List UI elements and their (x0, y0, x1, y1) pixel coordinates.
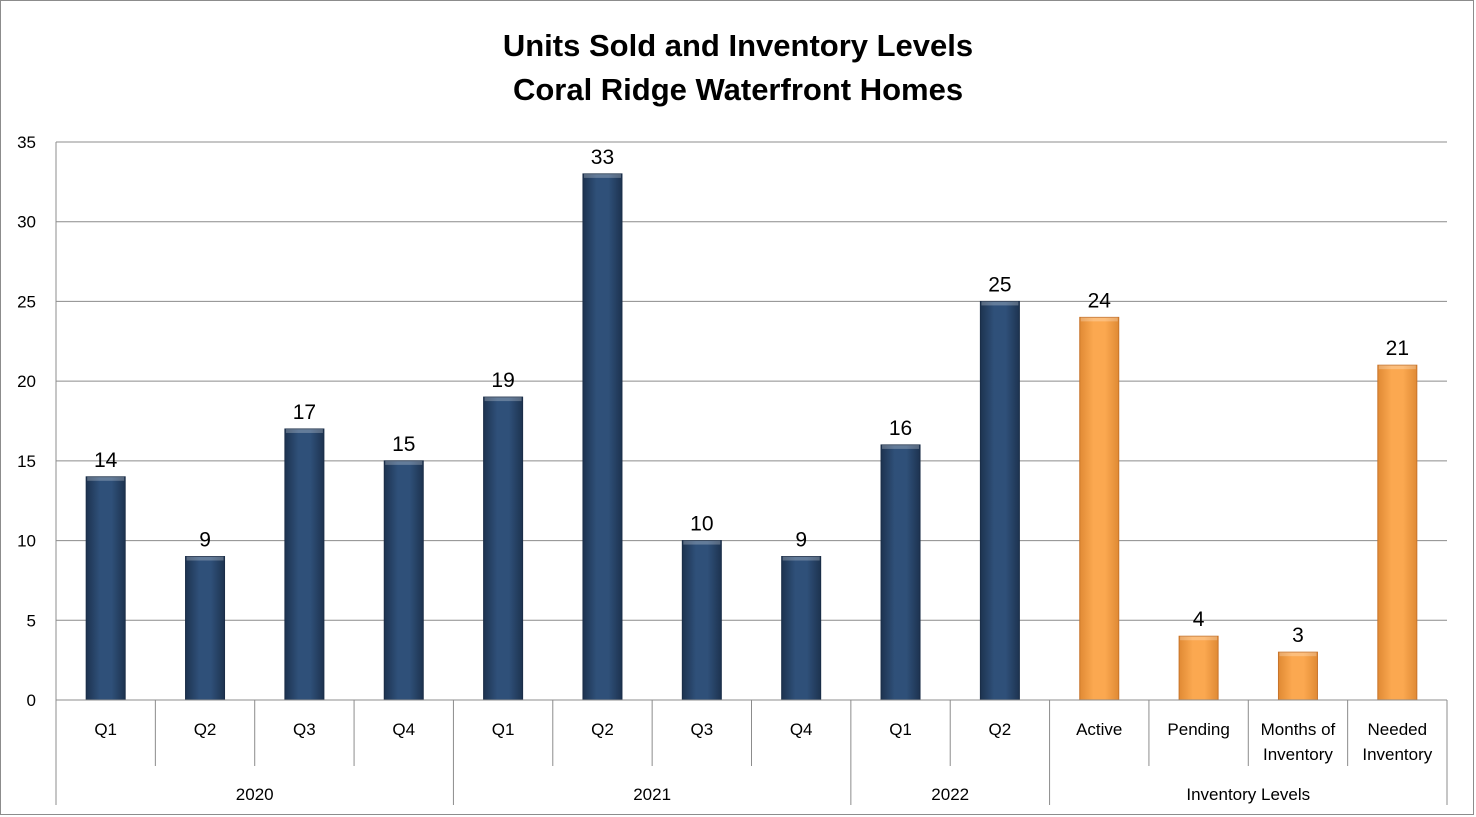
data-label: 25 (988, 273, 1011, 296)
bar-top-highlight (285, 428, 323, 433)
category-label: Active (1076, 720, 1122, 739)
bar (1178, 635, 1219, 701)
data-label: 15 (392, 433, 415, 456)
y-tick-label: 0 (27, 691, 36, 710)
bar-top-highlight (484, 397, 522, 402)
category-label: Q2 (194, 720, 217, 739)
data-label: 10 (690, 513, 713, 536)
bar (383, 460, 424, 701)
bar-top-highlight (186, 556, 224, 561)
category-label: Pending (1167, 720, 1229, 739)
bar (185, 556, 226, 701)
data-label: 4 (1193, 608, 1205, 631)
bar (1377, 364, 1418, 701)
category-label: Q1 (94, 720, 117, 739)
data-label: 16 (889, 417, 912, 440)
category-label: Needed (1368, 720, 1428, 739)
category-label: Q2 (591, 720, 614, 739)
category-label: Inventory (1362, 745, 1432, 764)
chart-title-line-2: Coral Ridge Waterfront Homes (512, 72, 964, 107)
bar-top-highlight (981, 301, 1019, 306)
category-label: Q1 (889, 720, 912, 739)
data-label: 14 (94, 449, 118, 472)
data-label: 24 (1088, 289, 1112, 312)
chart-title: Units Sold and Inventory Levels Coral Ri… (0, 24, 1476, 112)
bar-top-highlight (385, 460, 423, 465)
data-label: 19 (491, 369, 514, 392)
data-label: 33 (591, 146, 614, 169)
y-tick-label: 35 (17, 133, 36, 152)
y-tick-label: 20 (17, 372, 36, 391)
chart-title-line-1: Units Sold and Inventory Levels (502, 28, 974, 63)
category-label: Months of (1261, 720, 1336, 739)
group-label: 2021 (633, 785, 671, 804)
bar (85, 476, 126, 701)
bar (1277, 651, 1318, 701)
bar (1079, 316, 1120, 701)
data-label: 9 (199, 529, 211, 552)
category-label: Q1 (492, 720, 515, 739)
bar (979, 300, 1020, 701)
data-label: 17 (293, 401, 316, 424)
y-tick-label: 15 (17, 452, 36, 471)
group-label: 2022 (931, 785, 969, 804)
y-tick-label: 25 (17, 292, 36, 311)
bar (880, 444, 921, 701)
bar-top-highlight (1080, 317, 1118, 322)
bar (781, 556, 822, 701)
group-label: 2020 (236, 785, 274, 804)
category-label: Q3 (293, 720, 316, 739)
data-label: 3 (1292, 624, 1304, 647)
bar-top-highlight (882, 444, 920, 449)
bar (284, 428, 325, 701)
bar-top-highlight (583, 173, 621, 178)
group-label: Inventory Levels (1186, 785, 1310, 804)
bar-top-highlight (782, 556, 820, 561)
bar-top-highlight (87, 476, 125, 481)
y-tick-label: 5 (27, 611, 36, 630)
data-label: 9 (795, 529, 807, 552)
category-label: Q3 (690, 720, 713, 739)
y-tick-label: 30 (17, 213, 36, 232)
category-label: Q4 (392, 720, 415, 739)
bar-top-highlight (1180, 636, 1218, 641)
bar (582, 173, 623, 701)
bar (483, 396, 524, 701)
bar (681, 540, 722, 701)
bar-top-highlight (1378, 365, 1416, 370)
data-label: 21 (1386, 337, 1409, 360)
category-label: Inventory (1263, 745, 1333, 764)
y-tick-label: 10 (17, 532, 36, 551)
category-label: Q2 (989, 720, 1012, 739)
category-label: Q4 (790, 720, 813, 739)
bar-top-highlight (683, 540, 721, 545)
bar-top-highlight (1279, 652, 1317, 657)
